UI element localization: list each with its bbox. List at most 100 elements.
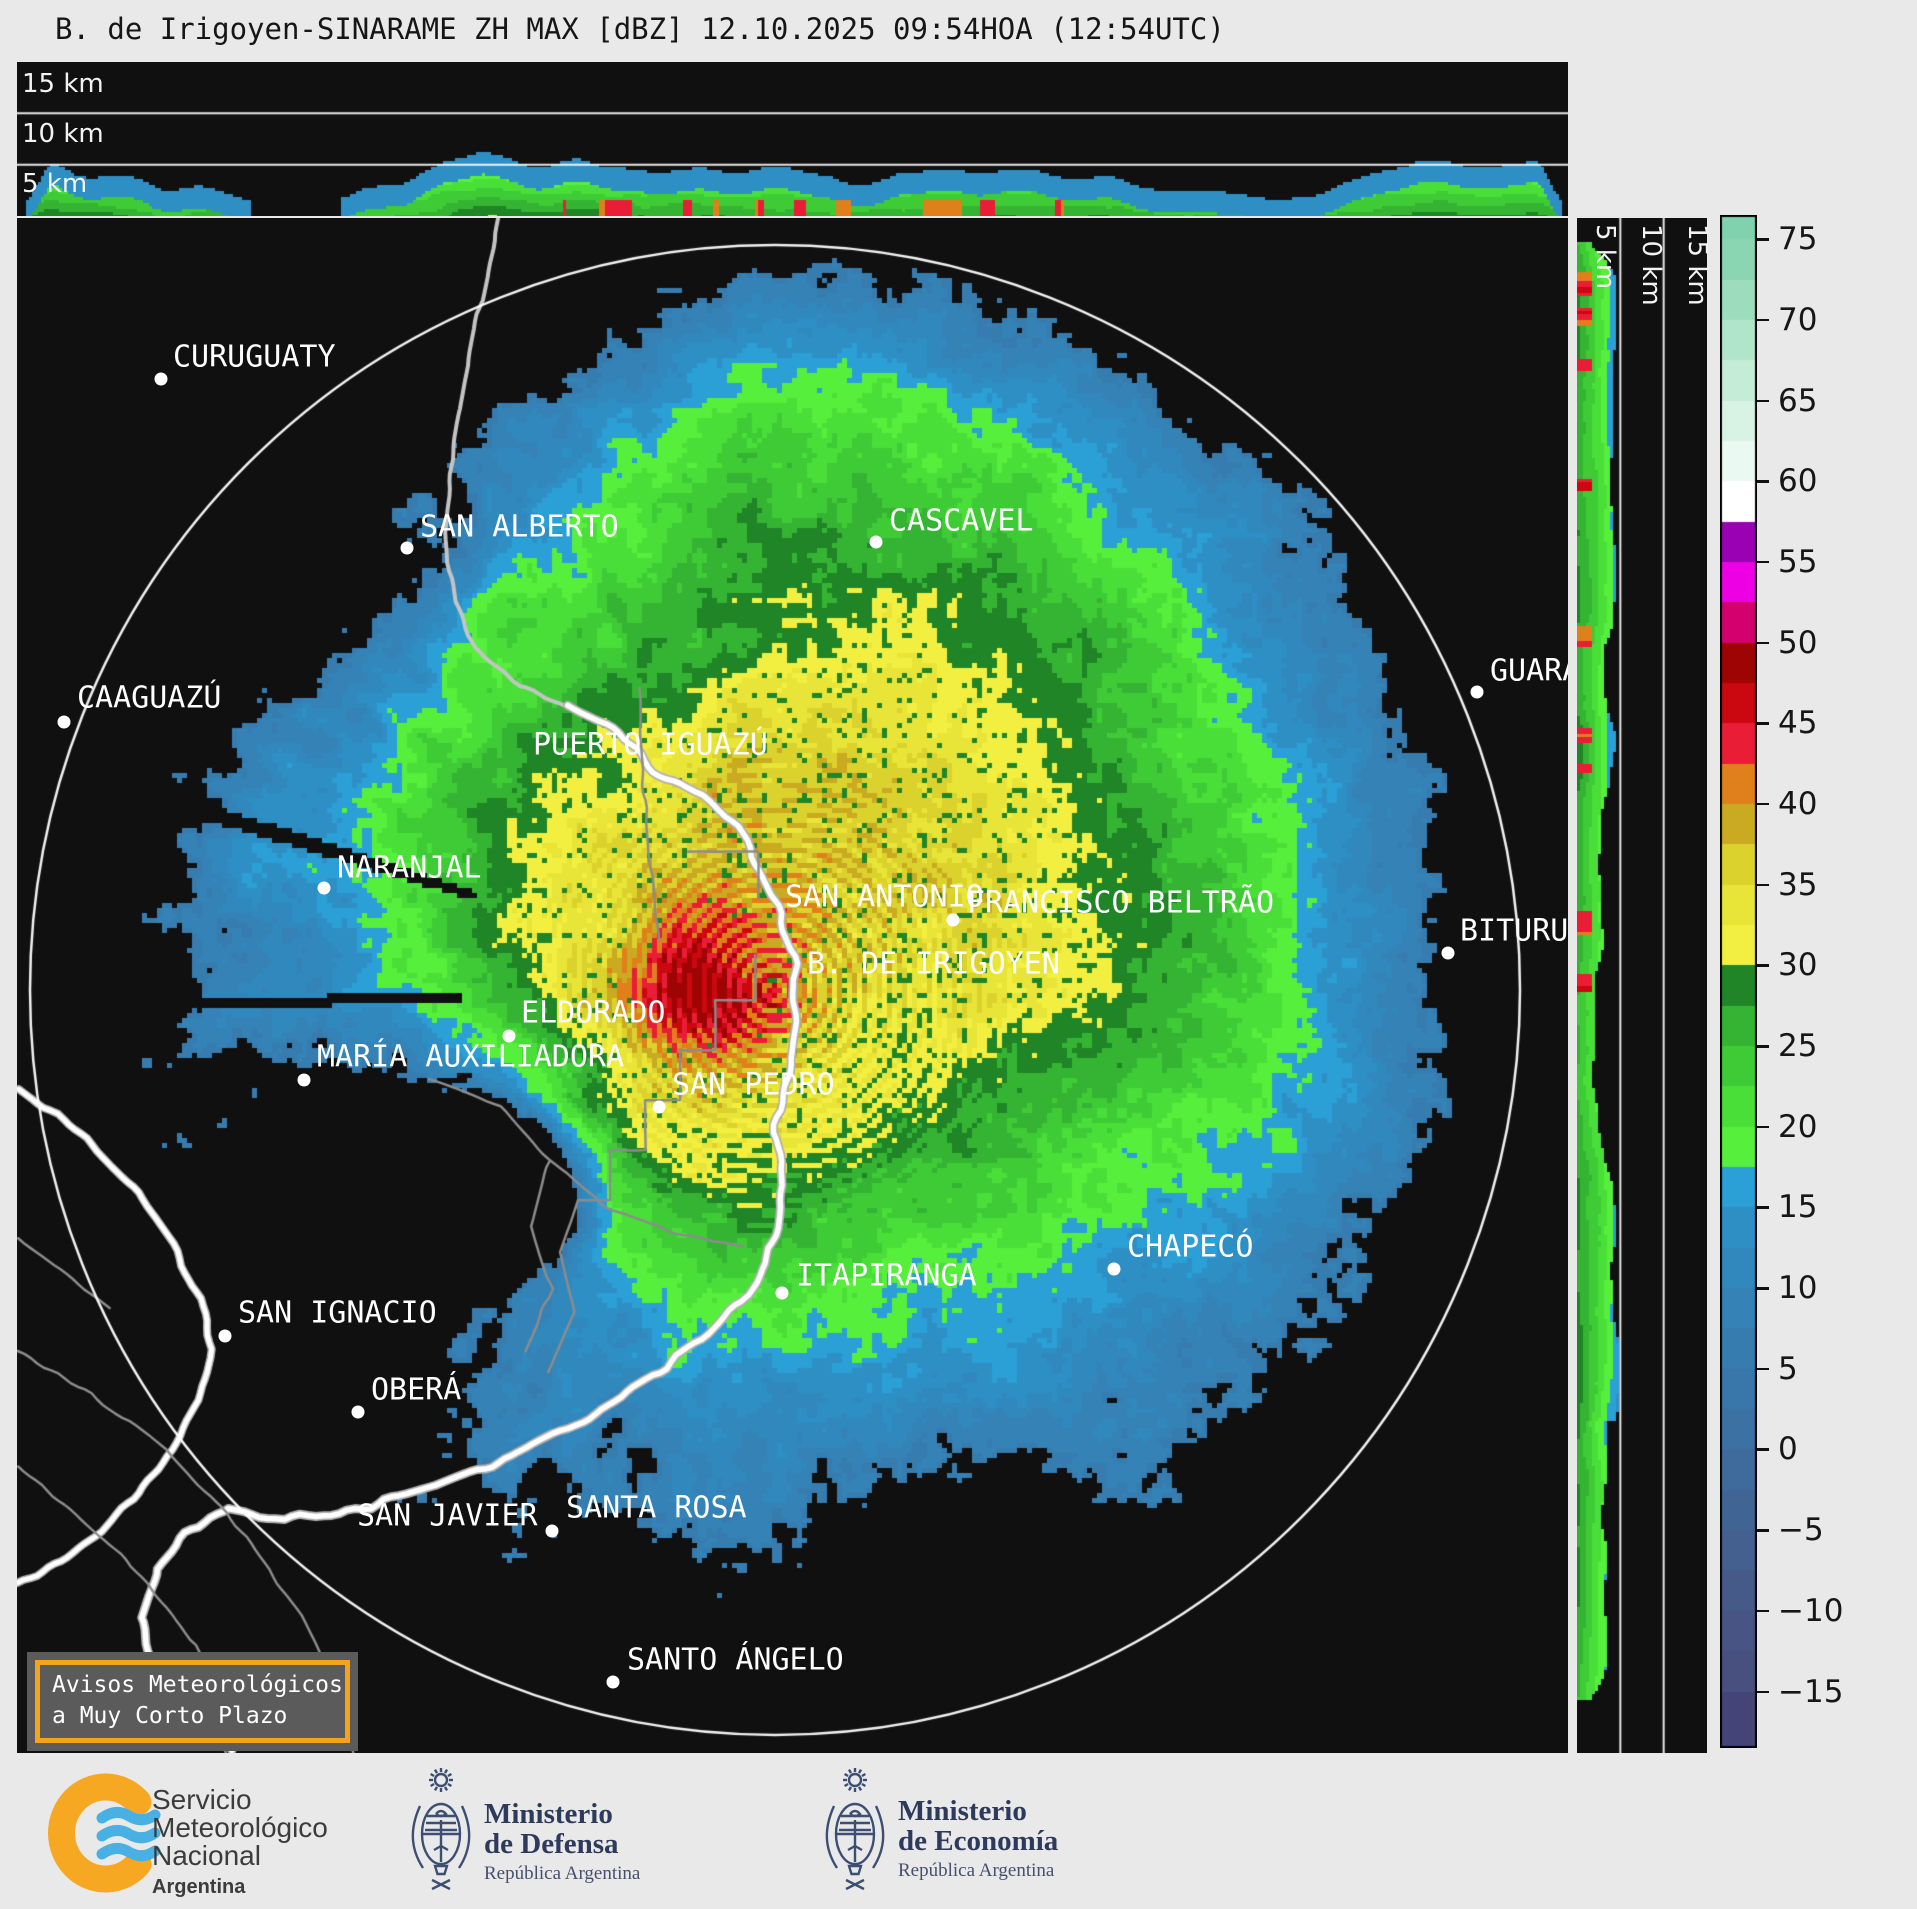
economia-wordmark: Ministerio de Economía República Argenti… [898, 1796, 1058, 1882]
colorbar-tick-label: −10 [1778, 1592, 1844, 1629]
warning-line-2: a Muy Corto Plazo [52, 1703, 288, 1729]
defensa-wordmark: Ministerio de Defensa República Argentin… [484, 1799, 640, 1885]
height-axis-label: 5 km [22, 169, 88, 199]
smn-line-3: Nacional [152, 1840, 261, 1871]
colorbar-tick [1757, 560, 1769, 564]
city-label: SANTA ROSA [566, 1490, 747, 1526]
economia-line-2: de Economía [898, 1825, 1059, 1857]
city-label: BITURUN [1460, 913, 1568, 949]
colorbar-tick [1757, 802, 1769, 806]
city-label: CURUGUATY [173, 339, 336, 375]
height-axis-label-rotated: 10 km [1636, 224, 1666, 306]
city-label: SAN IGNACIO [238, 1295, 437, 1331]
city-label: PUERTO IGUAZÚ [533, 727, 768, 763]
colorbar-tick [1757, 399, 1769, 403]
smn-line-2: Meteorológico [152, 1812, 328, 1843]
colorbar-tick [1757, 1609, 1769, 1613]
defensa-line-2: de Defensa [484, 1828, 619, 1860]
warning-box: Avisos Meteorológicos a Muy Corto Plazo [27, 1652, 358, 1751]
height-axis-label-rotated: 5 km [1590, 224, 1620, 290]
colorbar-tick-label: 75 [1778, 221, 1818, 258]
city-label: CAAGUAZÚ [77, 680, 222, 716]
warning-box-border: Avisos Meteorológicos a Muy Corto Plazo [35, 1660, 350, 1743]
city-marker-dot [775, 1286, 789, 1300]
city-label: B. DE IRIGOYEN [807, 946, 1060, 982]
economia-coat-of-arms-icon [825, 1768, 885, 1891]
city-marker-dot [545, 1524, 559, 1538]
city-marker-dot [1107, 1262, 1121, 1276]
colorbar-tick-label: 65 [1778, 382, 1818, 419]
city-marker-dot [502, 1029, 516, 1043]
city-label: SAN PEDRO [672, 1067, 835, 1103]
colorbar-tick [1757, 1287, 1769, 1290]
colorbar-tick-label: −15 [1778, 1673, 1844, 1710]
colorbar-tick-label: 15 [1778, 1189, 1818, 1226]
colorbar-tick [1757, 1045, 1769, 1048]
colorbar-tick [1757, 1448, 1769, 1451]
city-label: SAN ANTONIO [785, 879, 984, 915]
colorbar-tick-label: 5 [1778, 1350, 1798, 1387]
city-marker-dot [297, 1073, 311, 1087]
city-marker-dot [652, 1100, 666, 1114]
city-marker-dot [317, 881, 331, 895]
smn-country: Argentina [152, 1876, 246, 1898]
height-axis-label: 10 km [22, 119, 104, 149]
city-label: SAN ALBERTO [420, 509, 619, 545]
defensa-line-1: Ministerio [484, 1798, 613, 1830]
city-label: SANTO ÁNGELO [627, 1642, 844, 1678]
colorbar-tick-label: 40 [1778, 785, 1818, 822]
city-marker-dot [154, 372, 168, 386]
smn-logo-icon [48, 1773, 161, 1893]
colorbar-tick-label: 45 [1778, 705, 1818, 742]
dbz-colorbar [1720, 215, 1757, 1748]
colorbar-tick-label: 55 [1778, 543, 1818, 580]
defensa-coat-of-arms-icon [411, 1768, 471, 1891]
defensa-sub: República Argentina [484, 1863, 641, 1884]
colorbar-tick [1757, 1367, 1769, 1371]
city-label: GUARAP [1490, 653, 1568, 689]
colorbar-tick [1757, 641, 1769, 645]
right-cross-section-panel [1577, 218, 1707, 1753]
ppi-radar-canvas [17, 218, 1568, 1753]
city-label: CASCAVEL [889, 503, 1034, 539]
colorbar-tick-label: 20 [1778, 1108, 1818, 1145]
colorbar-tick-label: 60 [1778, 463, 1818, 500]
colorbar-tick [1757, 883, 1769, 887]
colorbar-tick [1757, 1206, 1769, 1209]
city-label: ITAPIRANGA [796, 1258, 977, 1294]
height-axis-label: 15 km [22, 69, 104, 99]
colorbar-tick-label: 50 [1778, 624, 1818, 661]
city-marker-dot [1441, 946, 1455, 960]
city-marker-dot [1470, 685, 1484, 699]
colorbar-tick-label: 70 [1778, 301, 1818, 338]
city-marker-dot [946, 913, 960, 927]
height-axis-label-rotated: 15 km [1682, 224, 1712, 306]
economia-line-1: Ministerio [898, 1795, 1027, 1827]
city-marker-dot [218, 1329, 232, 1343]
colorbar-tick-label: 35 [1778, 866, 1818, 903]
colorbar-tick [1757, 480, 1769, 483]
city-marker-dot [400, 541, 414, 555]
colorbar-tick [1757, 964, 1769, 967]
smn-wordmark: Servicio Meteorológico Nacional Argentin… [152, 1786, 328, 1901]
colorbar-tick-label: 0 [1778, 1431, 1798, 1468]
colorbar-tick-label: 10 [1778, 1270, 1818, 1307]
colorbar-tick-label: 25 [1778, 1028, 1818, 1065]
city-label: OBERÁ [371, 1372, 462, 1408]
city-label: CHAPECÓ [1127, 1229, 1254, 1265]
colorbar-tick [1757, 1529, 1769, 1532]
city-label: ELDORADO [521, 995, 666, 1031]
city-marker-dot [869, 535, 883, 549]
figure-title: B. de Irigoyen-SINARAME ZH MAX [dBZ] 12.… [55, 12, 1225, 46]
city-label: SAN JAVIER [357, 1498, 538, 1534]
city-label: FRANCISCO BELTRÃO [967, 885, 1275, 921]
top-cross-section-panel [17, 62, 1568, 216]
city-marker-dot [351, 1405, 365, 1419]
colorbar-tick-label: −5 [1778, 1512, 1824, 1549]
city-marker-dot [57, 715, 71, 729]
colorbar-tick [1757, 1125, 1769, 1129]
economia-sub: República Argentina [898, 1860, 1055, 1881]
colorbar-tick [1757, 1690, 1769, 1694]
city-marker-dot [606, 1675, 620, 1689]
